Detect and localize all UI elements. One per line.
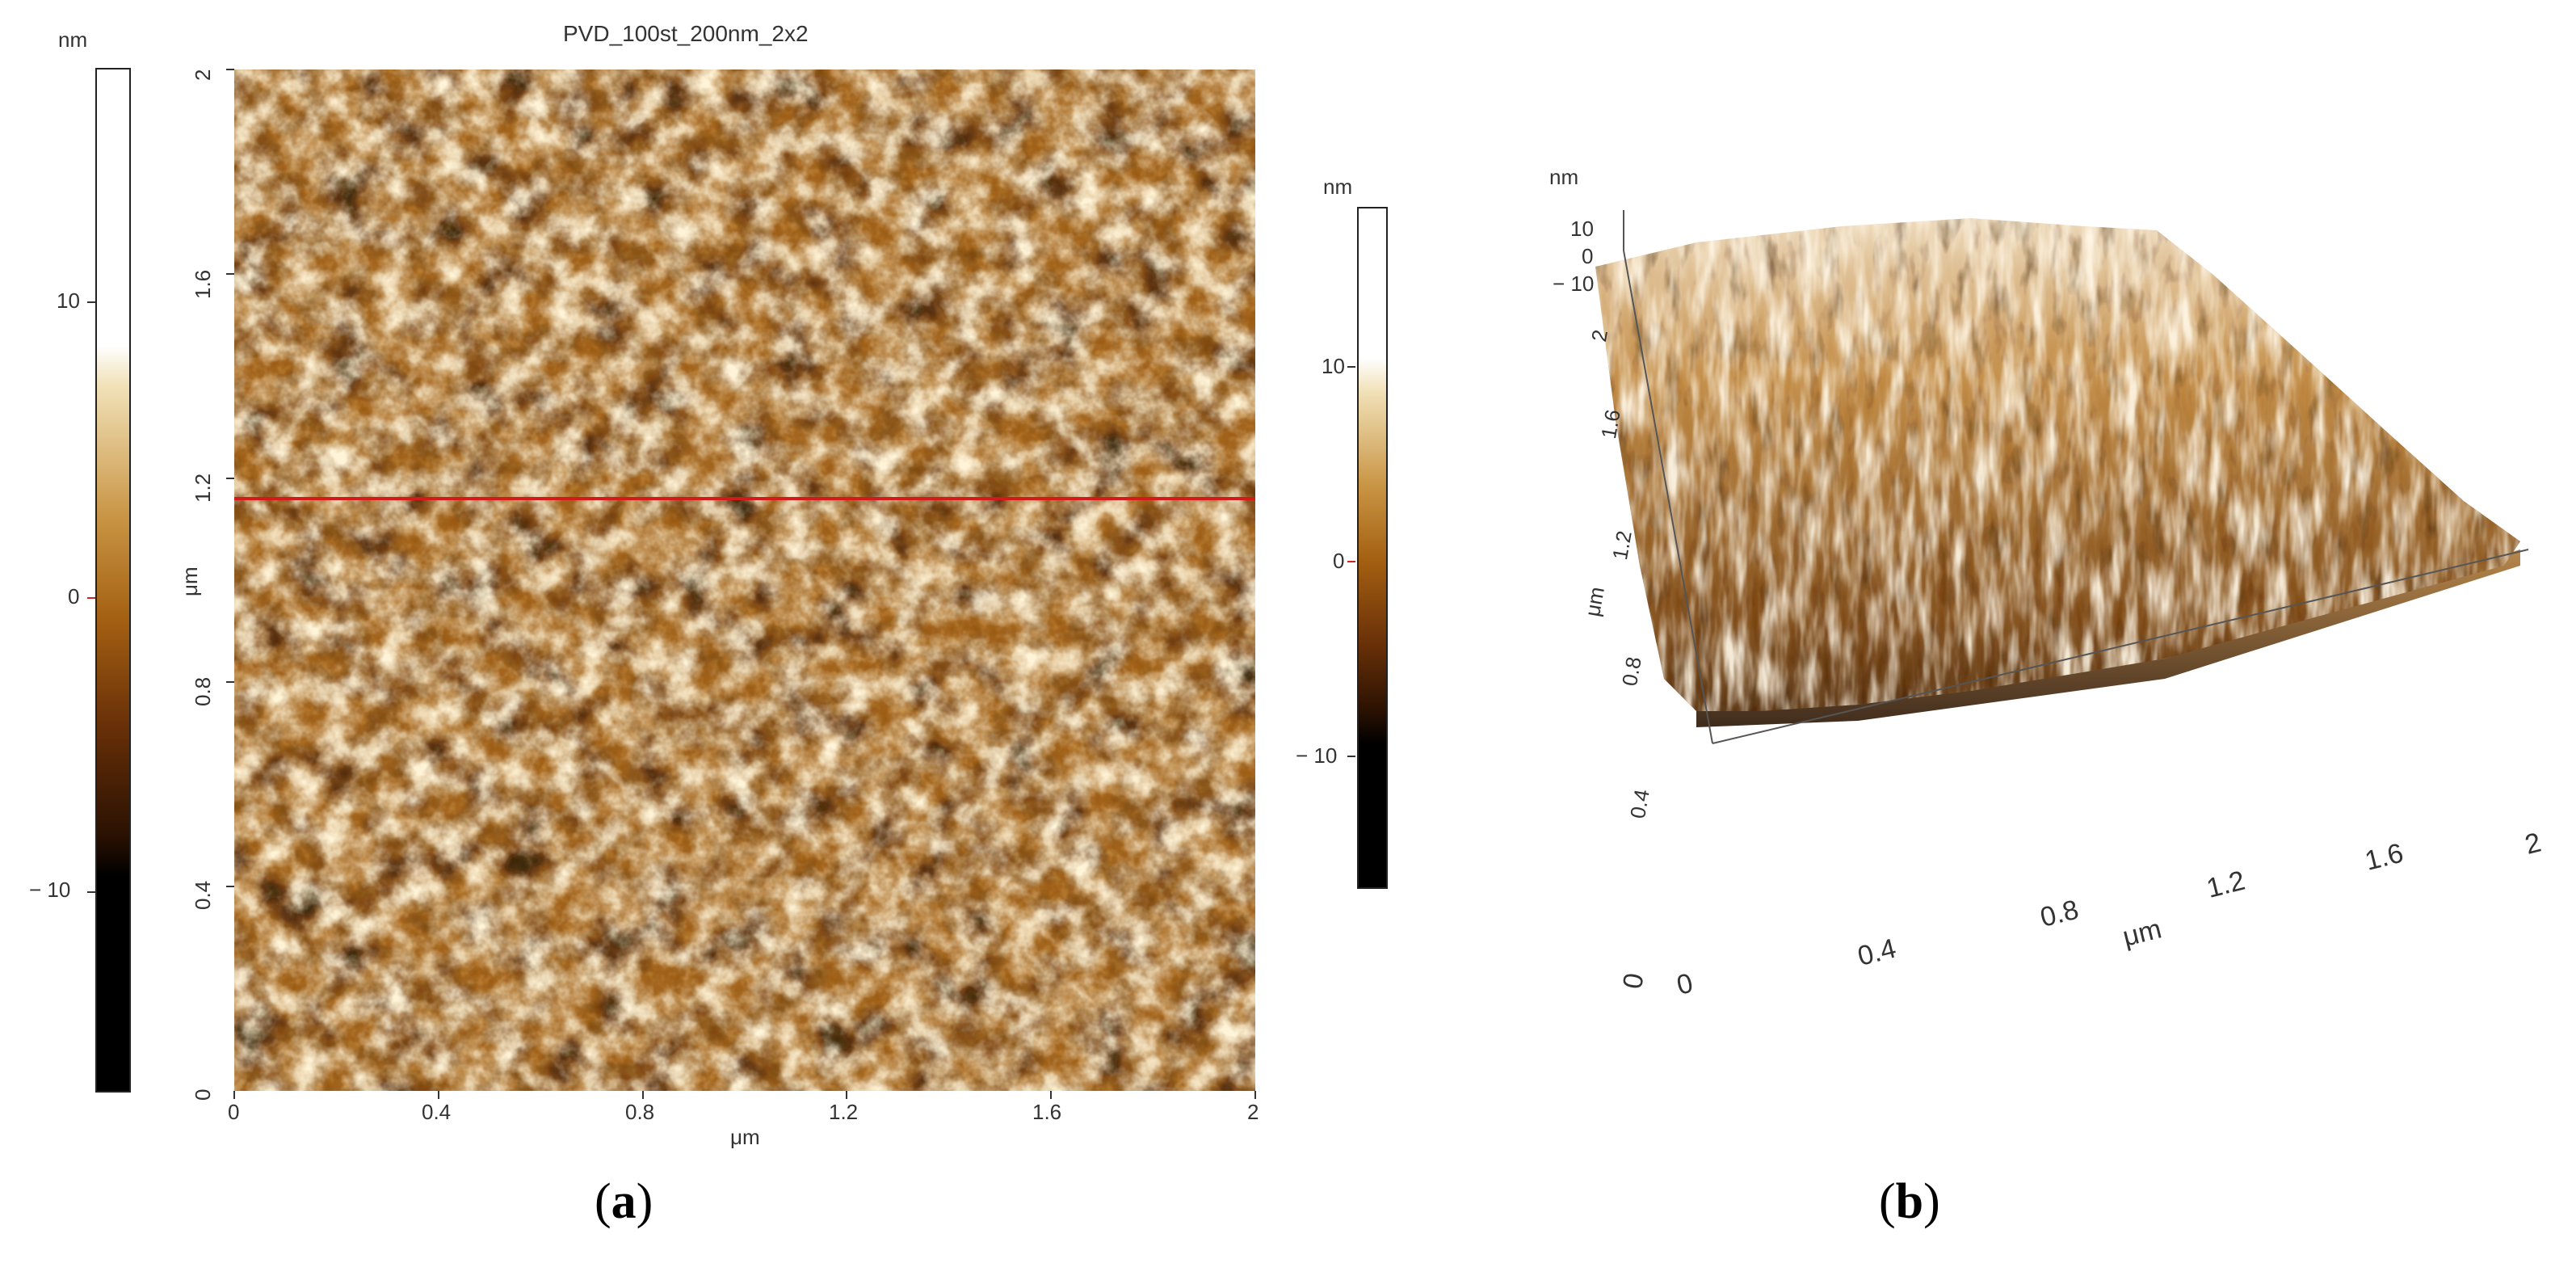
afm-height-image [234,69,1255,1091]
y-tick-0.4: 0.4 [191,880,215,910]
z-tick-0: 0 [1582,244,1594,268]
axes-a [226,69,1256,1099]
x-tick-1.2: 1.2 [829,1100,859,1124]
line-bar-unit: nm [1323,175,1353,199]
x-tick-1.6: 1.6 [1032,1100,1062,1124]
line-bar-tick-minus10: − 10 [1296,743,1338,768]
colorbar-tick-0: 0 [68,584,80,608]
colorbar-tick-minus10: − 10 [29,878,71,902]
y-axis-label: μm [178,566,202,596]
b-y-tick-1.2: 1.2 [1607,528,1637,562]
y-tick-1.6: 1.6 [191,269,215,299]
colorbar-unit-a: nm [58,27,88,52]
height-colorbar-a [95,68,131,1093]
caption-a: (a) [595,1174,653,1229]
y-tick-0: 0 [191,1088,215,1101]
x-tick-0.4: 0.4 [422,1100,452,1124]
colorbar-tick-marks [87,0,95,1131]
y-tick-2: 2 [191,69,215,81]
x-tick-0: 0 [228,1100,240,1124]
afm-3d-surface [1595,210,2529,744]
x-axis-label: μm [730,1125,760,1149]
x-tick-0.8: 0.8 [625,1100,655,1124]
z-tick-10: 10 [1570,217,1594,241]
y-tick-0.8: 0.8 [191,676,215,706]
b-y-tick-0.8: 0.8 [1617,655,1646,688]
y-tick-1.2: 1.2 [191,473,215,503]
b-y-tick-1.6: 1.6 [1596,407,1625,441]
line-bar-tick-0: 0 [1333,549,1345,573]
colorbar-tick-10: 10 [57,288,80,313]
line-bar-tick-10: 10 [1322,354,1345,378]
z-unit: nm [1549,165,1579,189]
z-tick-minus10: − 10 [1553,272,1595,296]
b-y-axis-label: μm [1580,584,1609,619]
scan-title: PVD_100st_200nm_2x2 [563,21,809,46]
line-profile-colorbar [1357,207,1388,889]
b-y-tick-0.4: 0.4 [1625,787,1654,821]
x-tick-2: 2 [1247,1100,1259,1124]
caption-b: (b) [1879,1174,1940,1229]
